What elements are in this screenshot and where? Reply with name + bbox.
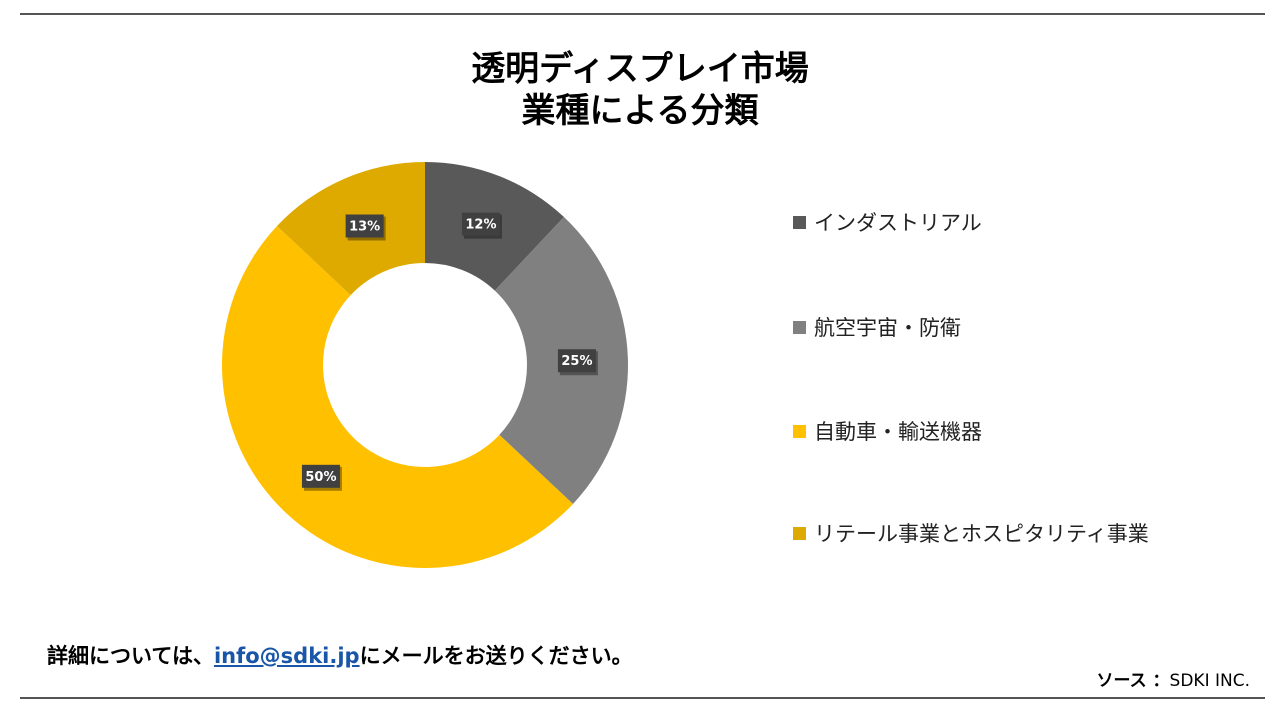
data-label-2: 25% — [557, 349, 598, 376]
svg-text:25%: 25% — [561, 354, 592, 369]
legend-label: リテール事業とホスピタリティ事業 — [814, 522, 1149, 546]
legend-item-1: インダストリアル — [793, 207, 982, 237]
svg-text:50%: 50% — [305, 470, 336, 485]
chart-title: 透明ディスプレイ市場 業種による分類 — [0, 48, 1280, 132]
legend-swatch — [793, 424, 806, 438]
source-label: ソース ： — [1096, 671, 1170, 691]
legend-swatch — [793, 526, 806, 540]
contact-prefix: 詳細については、 — [47, 644, 214, 668]
data-label-1: 12% — [461, 212, 502, 239]
legend-swatch — [793, 215, 806, 229]
svg-text:13%: 13% — [349, 220, 380, 235]
legend-label: 航空宇宙・防衛 — [814, 316, 961, 340]
legend-swatch — [793, 320, 806, 334]
legend-item-2: 航空宇宙・防衛 — [793, 312, 961, 342]
legend-item-4: リテール事業とホスピタリティ事業 — [793, 518, 1149, 548]
svg-text:12%: 12% — [465, 218, 496, 233]
source-credit: ソース ：SDKI INC. — [1096, 666, 1250, 691]
contact-suffix: にメールをお送りください。 — [359, 644, 633, 668]
data-label-4: 13% — [345, 214, 386, 241]
legend-label: 自動車・輸送機器 — [814, 420, 982, 444]
source-value: SDKI INC. — [1169, 671, 1250, 691]
contact-note: 詳細については、info@sdki.jpにメールをお送りください。 — [47, 640, 633, 670]
legend-item-3: 自動車・輸送機器 — [793, 416, 982, 446]
email-link[interactable]: info@sdki.jp — [213, 644, 360, 668]
chart-title-line2: 業種による分類 — [521, 91, 759, 131]
chart-title-line1: 透明ディスプレイ市場 — [471, 49, 809, 89]
legend-label: インダストリアル — [814, 211, 982, 235]
top-rule — [20, 13, 1265, 15]
bottom-rule — [20, 697, 1265, 699]
data-label-3: 50% — [301, 464, 342, 491]
